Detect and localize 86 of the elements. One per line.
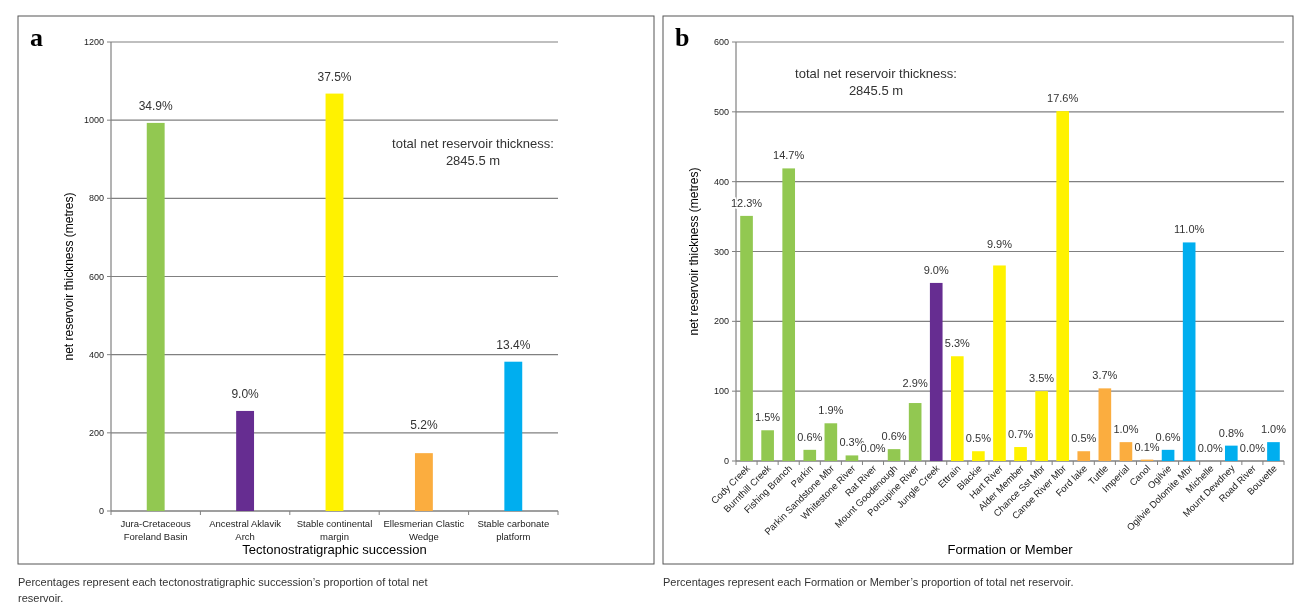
annotation: 2.9% xyxy=(902,377,928,390)
annotation: 1.0% xyxy=(1260,423,1287,436)
y-axis-title: net reservoir thickness (metres) xyxy=(687,167,701,336)
bar xyxy=(1224,445,1238,461)
annotation: 9.0% xyxy=(231,386,260,401)
bar xyxy=(1182,242,1196,461)
bar xyxy=(908,403,922,461)
annotation: 0.7% xyxy=(1008,428,1034,441)
annotation: 0.6% xyxy=(881,430,907,443)
annotation: 0.5% xyxy=(1071,432,1097,445)
x-tick-label: Stable carbonate platform xyxy=(477,518,550,542)
y-tick-label: 600 xyxy=(88,271,104,282)
x-tick-label: Ellesmerian Clastic Wedge xyxy=(383,518,465,542)
annotation: 0.6% xyxy=(797,430,823,443)
annotation: 34.9% xyxy=(138,98,174,113)
annotation: 11.0% xyxy=(1173,223,1205,236)
y-axis-title: net reservoir thickness (metres) xyxy=(62,192,76,361)
annotation: 1.0% xyxy=(1113,423,1139,436)
y-tick-label: 0 xyxy=(98,506,104,517)
bar xyxy=(1035,391,1048,461)
x-tick-label: Stable continental margin xyxy=(296,518,373,542)
bar xyxy=(740,215,753,461)
y-tick-label: 500 xyxy=(713,106,729,117)
annotation: 9.0% xyxy=(923,263,949,276)
bar xyxy=(782,168,796,461)
annotation: 5.3% xyxy=(944,337,971,350)
y-tick-label: 300 xyxy=(713,246,729,257)
annotation: 0.6% xyxy=(1155,430,1181,443)
annotation: 0.0% xyxy=(1197,442,1223,454)
bar xyxy=(504,361,523,511)
y-tick-label: 600 xyxy=(713,37,729,48)
bar xyxy=(1098,388,1112,461)
x-axis-title: Formation or Member xyxy=(947,542,1074,557)
bar xyxy=(414,453,433,511)
text: Percentages represent each tectonostratigraphic succession’s proportion of total net reservoir. xyxy=(18,576,428,604)
annotation: 0.0% xyxy=(860,442,886,454)
y-tick-label: 1200 xyxy=(83,37,104,48)
bar xyxy=(803,449,817,461)
y-tick-label: 1000 xyxy=(83,115,104,126)
annotation: 13.4% xyxy=(496,337,531,352)
bar xyxy=(887,449,901,461)
bar xyxy=(1161,449,1175,461)
bar xyxy=(325,93,344,511)
annotation: 0.1% xyxy=(1134,440,1160,453)
bar xyxy=(1077,451,1091,461)
y-tick-label: 200 xyxy=(88,427,104,438)
bar xyxy=(929,282,943,461)
x-axis-title: Tectonostratigraphic succession xyxy=(242,542,427,557)
annotation: 0.5% xyxy=(965,432,992,445)
chart-title: b xyxy=(675,23,690,52)
annotation: 3.5% xyxy=(1029,372,1055,385)
bar xyxy=(236,410,255,511)
x-tick-label: Ancestral Aklavik Arch xyxy=(209,518,282,542)
bar xyxy=(993,265,1006,461)
y-tick-label: 100 xyxy=(713,386,729,397)
chart-title: a xyxy=(30,23,43,52)
annotation: 0.0% xyxy=(1239,442,1266,454)
annotation: 37.5% xyxy=(317,69,352,84)
annotation: 3.7% xyxy=(1092,369,1118,382)
annotation: 9.9% xyxy=(986,237,1013,250)
bar xyxy=(1014,447,1027,461)
annotation: 1.5% xyxy=(755,411,781,424)
x-tick-label: Jura-Cretaceous Foreland Basin xyxy=(120,518,192,542)
bar xyxy=(824,423,838,461)
bar xyxy=(972,451,985,461)
y-tick-label: 200 xyxy=(713,316,729,327)
annotation: 14.7% xyxy=(773,149,805,162)
annotation: total net reservoir thickness: 2845.5 m xyxy=(795,66,957,98)
bar xyxy=(845,455,859,461)
bar xyxy=(1056,111,1070,461)
y-tick-label: 800 xyxy=(88,193,104,204)
bar xyxy=(950,356,964,461)
annotation: 12.3% xyxy=(730,196,763,209)
text: Percentages represent each Formation or Member’s proportion of total net reservoir. xyxy=(663,576,1074,588)
y-tick-label: 400 xyxy=(713,176,729,187)
annotation: 5.2% xyxy=(410,417,438,432)
annotation: 1.9% xyxy=(818,404,844,417)
bar xyxy=(1119,442,1133,461)
bar xyxy=(761,430,774,461)
bar xyxy=(146,122,165,511)
annotation: 0.8% xyxy=(1218,426,1245,439)
y-tick-label: 400 xyxy=(88,349,104,360)
annotation: 17.6% xyxy=(1047,92,1079,105)
y-tick-label: 0 xyxy=(723,456,729,467)
bar xyxy=(1267,442,1280,461)
annotation: total net reservoir thickness: 2845.5 m xyxy=(392,136,554,168)
